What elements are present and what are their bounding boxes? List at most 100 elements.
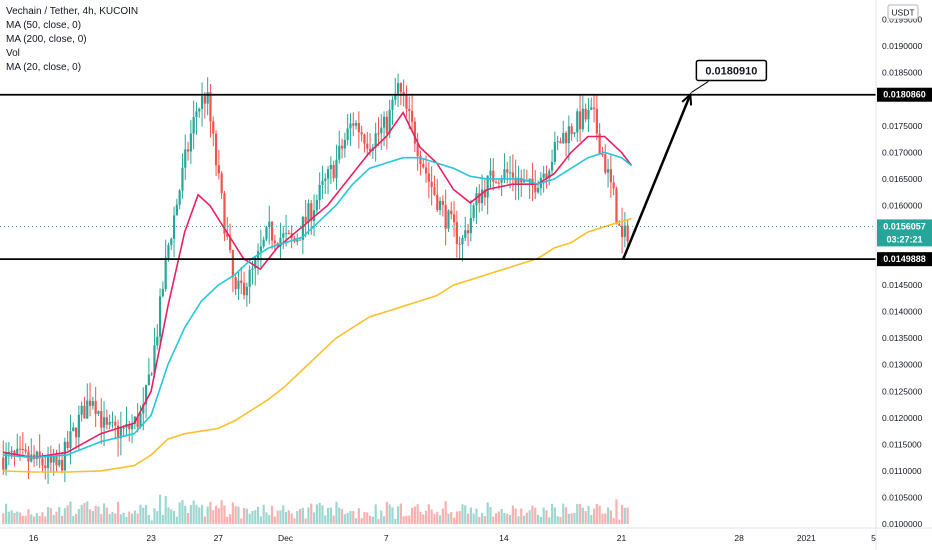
candle-body [226, 233, 229, 237]
volume-bar [466, 513, 470, 524]
volume-bar [534, 507, 537, 524]
legend-ma50: MA (50, close, 0) [6, 20, 82, 31]
volume-bar [175, 516, 178, 524]
candle-body [427, 173, 430, 182]
volume-bar [573, 512, 576, 524]
volume-bar [346, 512, 349, 524]
price-axis: 0.0195000 0.0190000 0.0185000 0.0175000 0.01… [875, 0, 932, 550]
candle-body [522, 180, 526, 183]
candle-body [424, 167, 428, 174]
volume-bar [304, 518, 307, 524]
volume-bar [122, 512, 125, 524]
volume-bar [321, 505, 324, 524]
y-tick-label: 0.0195000 [882, 15, 922, 25]
volume-bar [30, 514, 33, 524]
candle-body [200, 96, 204, 109]
candle-body [500, 179, 503, 183]
candle-body [416, 143, 419, 157]
volume-bar [550, 503, 554, 524]
volume-bar [542, 507, 545, 524]
y-tick-label: 0.0140000 [882, 307, 922, 317]
volume-bar [433, 513, 436, 524]
volume-bar [559, 516, 562, 524]
volume-bar [237, 506, 240, 524]
candle-body [296, 239, 299, 242]
volume-bar [298, 508, 302, 524]
volume-bar [94, 505, 97, 524]
volume-bar [604, 513, 607, 524]
candle-body [242, 283, 246, 296]
volume-bar [66, 505, 69, 524]
volume-bar [217, 508, 220, 524]
last-price-tag [877, 219, 932, 247]
volume-bar [256, 506, 260, 524]
volume-bar [74, 513, 78, 524]
candle-body [612, 182, 615, 189]
candle-body [108, 421, 111, 425]
candle-body [374, 133, 377, 148]
volume-bar [259, 516, 262, 524]
volume-bar [340, 509, 344, 524]
volume-bar [494, 513, 498, 524]
volume-bar [458, 511, 461, 524]
volume-bar [368, 515, 372, 524]
volume-bar [408, 515, 411, 524]
candle-body [282, 233, 285, 238]
volume-bar [35, 513, 38, 524]
volume-bar [172, 511, 176, 524]
candle-body [506, 169, 509, 173]
volume-bar [203, 516, 206, 524]
candle-body [270, 221, 274, 241]
volume-bar [86, 501, 89, 524]
candle-body [172, 215, 176, 239]
volume-bar [108, 514, 111, 524]
volume-bar [21, 515, 24, 524]
candle-body [354, 123, 358, 126]
y-tick-label: 0.0110000 [882, 466, 922, 476]
volume-bar [618, 519, 621, 524]
volume-bar [366, 512, 369, 524]
candle-body [136, 416, 139, 428]
candle-body [489, 170, 492, 176]
candle-body [186, 149, 190, 152]
volume-bar [38, 515, 41, 524]
volume-bar [242, 508, 246, 524]
candle-body [472, 205, 475, 219]
volume-bar [52, 514, 55, 524]
volume-bar [88, 509, 92, 524]
volume-bar [136, 513, 139, 524]
annotation-label: 0.0180910 [705, 65, 757, 77]
y-tick-label: 0.0145000 [882, 280, 922, 290]
volume-bar [578, 503, 582, 524]
candle-body [567, 126, 570, 144]
volume-bar [189, 505, 192, 524]
volume-bar [228, 514, 232, 524]
candle-body [461, 237, 464, 245]
candle-body [223, 193, 226, 234]
volume-bar [391, 507, 394, 524]
legend-ma200: MA (200, close, 0) [6, 34, 87, 45]
volume-bar [455, 511, 458, 524]
projection-arrow-line [622, 93, 692, 260]
candle-body [492, 170, 495, 182]
ma-line [3, 111, 633, 459]
level-price-tag [877, 87, 932, 102]
volume-bar [310, 503, 313, 524]
level-price-label: 0.0180860 [883, 90, 926, 100]
candle-body [433, 187, 436, 195]
candle-body [122, 427, 125, 429]
volume-bar [32, 516, 36, 524]
volume-bar [270, 505, 274, 524]
candle-body [366, 143, 369, 149]
time-axis: 16 23 27 Dec 7 14 21 28 2021 5 [0, 527, 932, 543]
candle-body [153, 345, 156, 374]
volume-bar [192, 500, 195, 524]
volume-bar [388, 504, 391, 524]
candle-body [315, 200, 318, 211]
candle-body [181, 167, 184, 191]
volume-bar [497, 511, 500, 524]
candle-body [623, 225, 626, 237]
currency-badge: USDT [887, 4, 919, 20]
candle-body [408, 108, 411, 111]
